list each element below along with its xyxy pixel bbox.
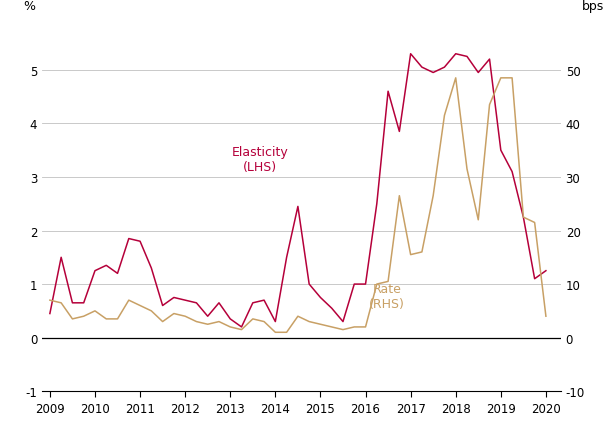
Text: Rate
(RHS): Rate (RHS) bbox=[369, 282, 405, 310]
Text: %: % bbox=[24, 0, 35, 13]
Text: Elasticity
(LHS): Elasticity (LHS) bbox=[232, 145, 288, 173]
Text: bps: bps bbox=[581, 0, 603, 13]
